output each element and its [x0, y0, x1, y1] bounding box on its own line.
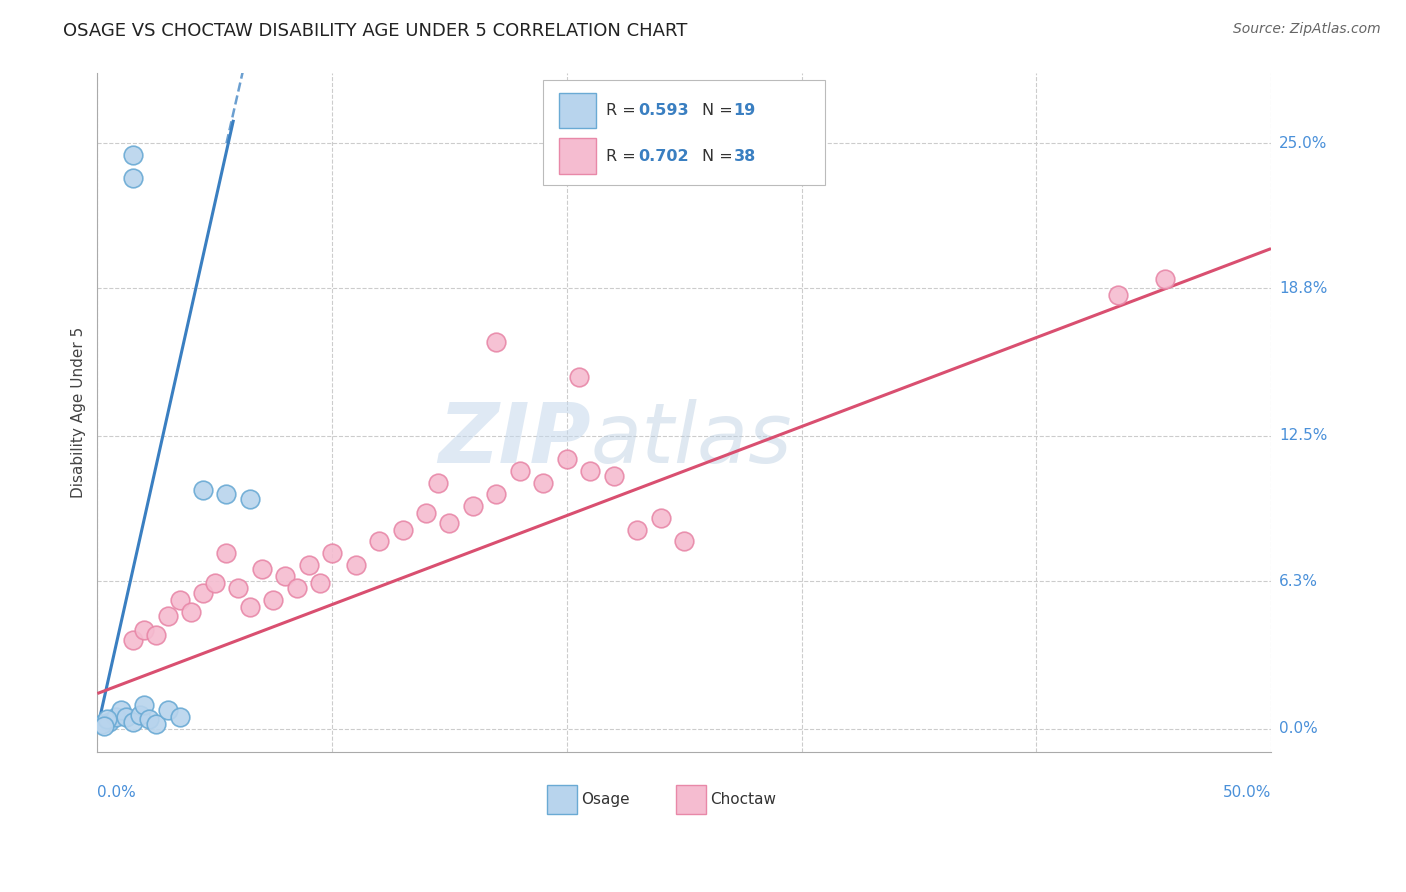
Point: [134, 624, 156, 638]
Text: 0.702: 0.702: [638, 149, 689, 163]
Point: [274, 569, 297, 583]
Point: [169, 710, 191, 724]
Text: 12.5%: 12.5%: [1279, 428, 1327, 443]
Point: [309, 576, 332, 591]
Point: [156, 703, 179, 717]
Point: [121, 171, 143, 186]
Point: [121, 632, 143, 647]
Point: [567, 370, 589, 384]
Point: [555, 452, 578, 467]
Text: OSAGE VS CHOCTAW DISABILITY AGE UNDER 5 CORRELATION CHART: OSAGE VS CHOCTAW DISABILITY AGE UNDER 5 …: [63, 22, 688, 40]
Text: N =: N =: [702, 103, 738, 119]
Text: 18.8%: 18.8%: [1279, 281, 1327, 296]
Text: 19: 19: [734, 103, 756, 119]
Point: [191, 483, 214, 497]
Point: [105, 710, 128, 724]
Point: [110, 703, 132, 717]
Point: [114, 710, 136, 724]
Text: Osage: Osage: [581, 792, 630, 807]
Point: [204, 576, 226, 591]
Point: [215, 487, 238, 501]
Point: [169, 592, 191, 607]
Point: [91, 717, 114, 731]
Point: [96, 712, 118, 726]
Point: [239, 599, 262, 614]
Text: 6.3%: 6.3%: [1279, 574, 1319, 589]
FancyBboxPatch shape: [547, 785, 578, 814]
Point: [626, 523, 648, 537]
Point: [1154, 272, 1177, 286]
Point: [121, 148, 143, 162]
Point: [485, 487, 508, 501]
Text: Source: ZipAtlas.com: Source: ZipAtlas.com: [1233, 22, 1381, 37]
Point: [673, 534, 696, 549]
Point: [156, 609, 179, 624]
Point: [579, 464, 602, 478]
FancyBboxPatch shape: [558, 138, 596, 174]
Point: [509, 464, 531, 478]
Point: [297, 558, 319, 572]
FancyBboxPatch shape: [558, 93, 596, 128]
Point: [650, 511, 672, 525]
Text: 0.593: 0.593: [638, 103, 689, 119]
Text: 50.0%: 50.0%: [1223, 785, 1271, 800]
Point: [344, 558, 367, 572]
FancyBboxPatch shape: [543, 79, 825, 185]
Point: [415, 506, 437, 520]
Point: [262, 592, 284, 607]
Point: [128, 707, 150, 722]
Point: [368, 534, 391, 549]
Point: [391, 523, 413, 537]
Point: [121, 714, 143, 729]
Text: 38: 38: [734, 149, 756, 163]
Point: [603, 468, 626, 483]
Text: 0.0%: 0.0%: [97, 785, 136, 800]
FancyBboxPatch shape: [676, 785, 706, 814]
Text: atlas: atlas: [591, 400, 792, 480]
Y-axis label: Disability Age Under 5: Disability Age Under 5: [72, 326, 86, 498]
Point: [321, 546, 343, 560]
Point: [461, 499, 484, 513]
Point: [226, 581, 249, 595]
Point: [250, 562, 273, 576]
Point: [138, 712, 160, 726]
Point: [215, 546, 238, 560]
Point: [239, 492, 262, 507]
Text: 25.0%: 25.0%: [1279, 136, 1327, 151]
Point: [485, 335, 508, 350]
Point: [93, 719, 115, 733]
Point: [191, 586, 214, 600]
Text: 0.0%: 0.0%: [1279, 721, 1317, 736]
Text: ZIP: ZIP: [437, 400, 591, 480]
Point: [531, 475, 554, 490]
Point: [180, 605, 202, 619]
Text: R =: R =: [606, 103, 640, 119]
Text: Choctaw: Choctaw: [710, 792, 776, 807]
Text: R =: R =: [606, 149, 640, 163]
Point: [439, 516, 461, 530]
Point: [145, 628, 167, 642]
Point: [285, 581, 308, 595]
Point: [426, 475, 449, 490]
Point: [1107, 288, 1129, 302]
Point: [134, 698, 156, 713]
Point: [98, 714, 121, 729]
Point: [145, 717, 167, 731]
Text: N =: N =: [702, 149, 738, 163]
